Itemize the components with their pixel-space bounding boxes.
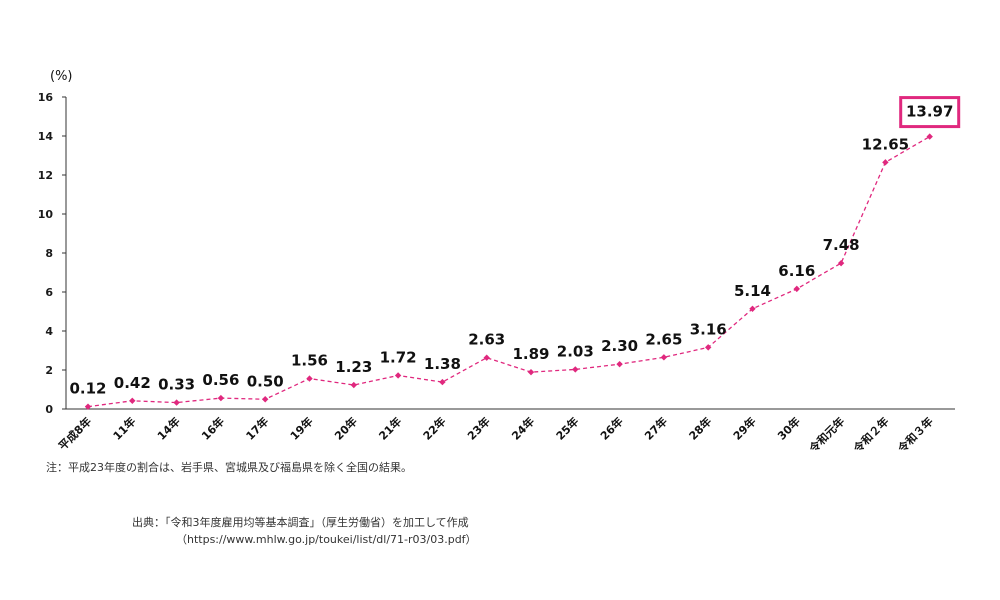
y-tick-label: 10 <box>38 208 54 221</box>
x-tick-label: 23年 <box>464 414 493 443</box>
data-label: 7.48 <box>823 236 860 254</box>
x-tick-label: 20年 <box>331 414 360 443</box>
data-point <box>173 399 180 406</box>
data-point <box>439 378 446 386</box>
data-label: 1.23 <box>335 358 372 376</box>
y-tick-label: 16 <box>38 91 54 104</box>
source-citation: 出典：「令和3年度雇用均等基本調査」（厚生労働省）を加工して作成 （https:… <box>132 514 477 548</box>
data-label: 13.97 <box>906 103 953 121</box>
x-tick-label: 22年 <box>420 414 449 443</box>
x-tick-label: 24年 <box>509 414 538 443</box>
footnote: 注：平成23年度の割合は、岩手県、宮城県及び福島県を除く全国の結果。 <box>46 461 412 474</box>
series-line <box>84 133 933 410</box>
y-tick-label: 4 <box>45 325 53 338</box>
data-point <box>129 397 136 405</box>
data-point <box>660 354 668 361</box>
data-point <box>572 366 579 373</box>
x-tick-label: 14年 <box>154 414 183 443</box>
data-point <box>350 381 357 389</box>
x-axis: 平成8年 11年 14年 16年 17年 19年 20年 21年 22年 23年 24年 25年 26年… <box>55 408 955 456</box>
x-tick-label: 19年 <box>287 414 316 443</box>
data-label: 12.65 <box>862 135 909 153</box>
x-tick-label: 16年 <box>199 414 228 443</box>
data-label: 6.16 <box>778 262 815 280</box>
data-point <box>527 368 535 376</box>
data-point <box>616 360 623 368</box>
data-point <box>882 159 889 166</box>
x-tick-label: 21年 <box>376 414 405 443</box>
data-point <box>306 375 313 382</box>
x-tick-label: 17年 <box>243 414 272 443</box>
x-tick-label: 28年 <box>686 414 715 443</box>
data-label: 0.50 <box>247 372 284 390</box>
data-point <box>705 344 712 351</box>
data-point <box>217 394 225 402</box>
data-label: 5.14 <box>734 282 771 300</box>
y-tick-label: 0 <box>45 403 53 416</box>
data-label: 2.65 <box>645 330 682 348</box>
source-url: （https://www.mhlw.go.jp/toukei/list/dl/7… <box>176 533 477 546</box>
x-tick-label: 令和元年 <box>806 414 848 456</box>
data-point <box>793 285 800 293</box>
data-label: 0.56 <box>202 371 239 389</box>
data-point <box>483 354 490 361</box>
y-tick-label: 14 <box>38 130 54 143</box>
y-unit-label: (%) <box>50 69 73 84</box>
highlight-box <box>899 96 961 129</box>
data-label: 2.30 <box>601 337 638 355</box>
data-point <box>837 259 845 267</box>
data-labels: 0.12 0.42 0.33 0.56 0.50 1.56 1.23 1.72 1.38 2.63… <box>69 96 961 398</box>
y-tick-label: 2 <box>45 364 53 377</box>
data-label: 0.12 <box>69 380 106 398</box>
x-tick-label: 令和３年 <box>894 414 936 456</box>
data-label: 1.89 <box>512 345 549 363</box>
data-label: 0.33 <box>158 376 195 394</box>
data-label: 1.38 <box>424 355 461 373</box>
x-tick-label: 29年 <box>730 414 759 443</box>
data-label: 3.16 <box>690 320 727 338</box>
data-label: 1.56 <box>291 352 328 370</box>
line-chart: (%) 0 2 4 6 8 10 12 14 16 平成8年 11年 14年 16年 17年 19年 20年… <box>38 69 961 456</box>
y-tick-label: 12 <box>38 169 53 182</box>
data-label: 2.63 <box>468 331 505 349</box>
data-label: 2.03 <box>557 342 594 360</box>
data-label: 0.42 <box>114 374 151 392</box>
data-point <box>926 133 933 140</box>
x-tick-label: 令和２年 <box>850 414 892 456</box>
data-point <box>262 396 269 403</box>
x-tick-label: 25年 <box>553 414 582 443</box>
data-point <box>394 372 402 379</box>
y-tick-label: 6 <box>45 286 53 299</box>
data-point <box>749 305 756 312</box>
x-tick-label: 26年 <box>597 414 626 443</box>
data-label: 1.72 <box>380 348 417 366</box>
x-tick-label: 30年 <box>774 414 803 443</box>
series-path <box>87 136 931 408</box>
x-tick-label: 平成8年 <box>55 414 94 453</box>
y-tick-label: 8 <box>45 247 53 260</box>
x-tick-label: 11年 <box>110 414 139 443</box>
x-tick-label: 27年 <box>642 414 671 443</box>
source-title: 出典：「令和3年度雇用均等基本調査」（厚生労働省）を加工して作成 <box>132 516 469 529</box>
y-axis: 0 2 4 6 8 10 12 14 16 <box>38 91 67 416</box>
data-point <box>84 403 92 410</box>
